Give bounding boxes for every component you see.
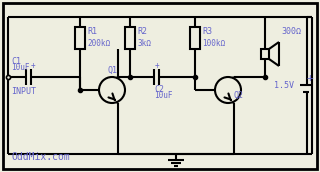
Circle shape xyxy=(215,77,241,103)
Text: 100kΩ: 100kΩ xyxy=(202,39,225,47)
Text: R2: R2 xyxy=(137,26,147,35)
Bar xyxy=(190,27,200,49)
Bar xyxy=(261,49,269,59)
Bar xyxy=(125,27,135,49)
Bar xyxy=(75,27,85,49)
Text: 10uF: 10uF xyxy=(154,92,172,100)
Text: R3: R3 xyxy=(202,26,212,35)
Text: INPUT: INPUT xyxy=(11,87,36,95)
Text: +: + xyxy=(155,62,160,71)
Text: 200kΩ: 200kΩ xyxy=(87,39,110,47)
Text: 10uF: 10uF xyxy=(11,63,29,73)
Text: +: + xyxy=(31,62,36,71)
Text: C1: C1 xyxy=(11,56,21,66)
Text: Q2: Q2 xyxy=(234,90,244,99)
Text: R1: R1 xyxy=(87,26,97,35)
Text: 3kΩ: 3kΩ xyxy=(137,39,151,47)
Text: 300Ω: 300Ω xyxy=(281,28,301,36)
Text: C2: C2 xyxy=(154,84,164,94)
Text: Q1: Q1 xyxy=(107,66,117,74)
Text: +: + xyxy=(307,73,314,83)
Text: OddMix.com: OddMix.com xyxy=(12,152,71,162)
Text: 1.5V: 1.5V xyxy=(274,80,294,89)
Circle shape xyxy=(99,77,125,103)
